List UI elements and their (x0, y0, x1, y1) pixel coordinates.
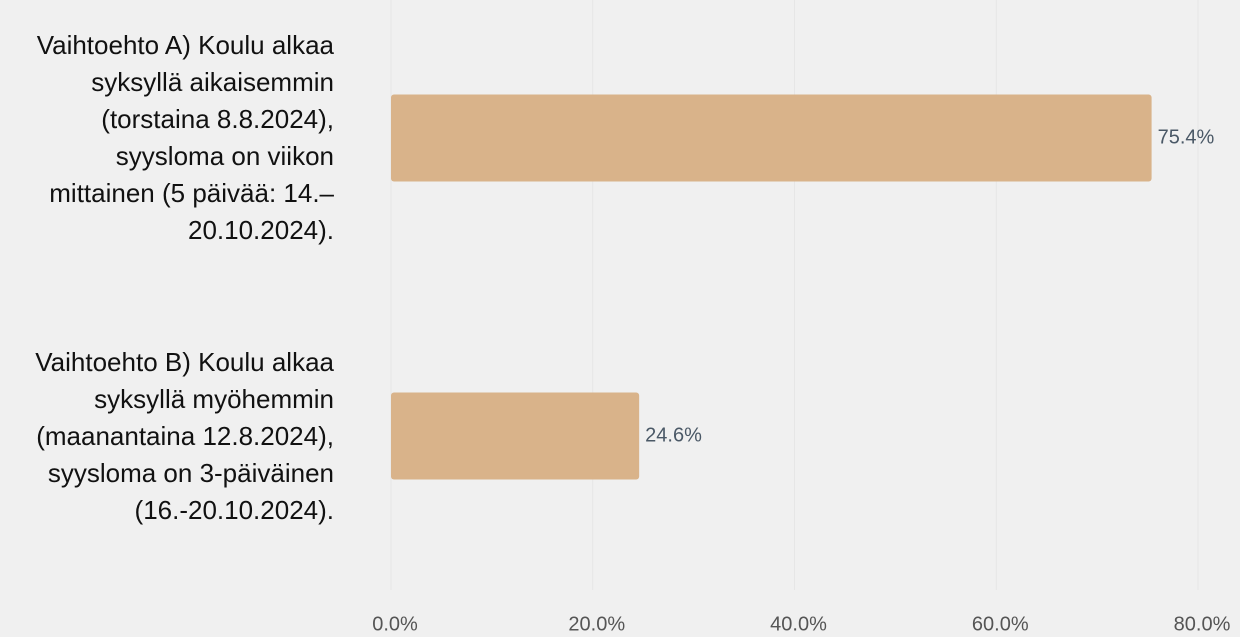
category-label-box: Vaihtoehto B) Koulu alkaa syksyllä myöhe… (0, 296, 334, 576)
x-tick-label: 40.0% (770, 613, 827, 635)
x-tick-label: 0.0% (372, 613, 418, 635)
x-tick-label: 80.0% (1174, 613, 1231, 635)
x-tick-label: 20.0% (568, 613, 625, 635)
bar (391, 94, 1152, 182)
category-label: Vaihtoehto B) Koulu alkaa syksyllä myöhe… (35, 346, 334, 525)
category-label-box: Vaihtoehto A) Koulu alkaa syksyllä aikai… (0, 0, 334, 278)
x-tick-label: 60.0% (972, 613, 1029, 635)
category-label: Vaihtoehto A) Koulu alkaa syksyllä aikai… (36, 30, 334, 245)
bar (391, 392, 640, 480)
value-label: 75.4% (1158, 126, 1215, 148)
value-label: 24.6% (645, 424, 702, 446)
